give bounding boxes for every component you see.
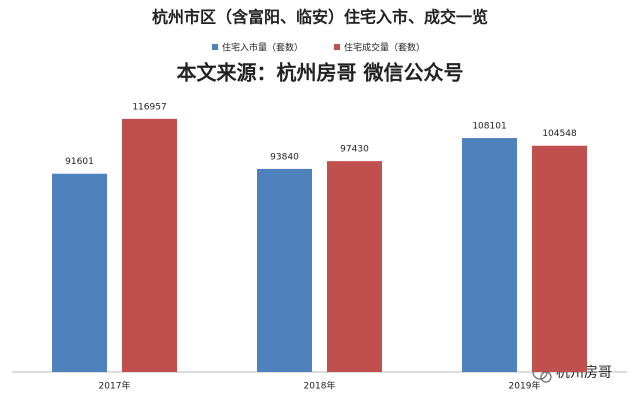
chart-title: 杭州市区（含富阳、临安）住宅入市、成交一览 xyxy=(152,8,488,27)
legend-swatch xyxy=(212,44,218,50)
data-label: 104548 xyxy=(542,129,577,139)
data-label: 93840 xyxy=(270,152,299,162)
legend-label: 住宅成交量（套数） xyxy=(344,42,425,54)
bar xyxy=(122,118,177,372)
data-label: 116957 xyxy=(132,102,166,112)
legend-label: 住宅入市量（套数） xyxy=(222,42,303,54)
legend: 住宅入市量（套数） 住宅成交量（套数） xyxy=(212,42,425,54)
data-label: 97430 xyxy=(340,145,369,155)
x-tick-label: 2018年 xyxy=(304,380,336,392)
x-tick-label: 2017年 xyxy=(99,380,131,392)
bar xyxy=(327,161,382,372)
bar xyxy=(52,173,107,372)
data-label: 108101 xyxy=(472,122,506,132)
data-label: 91601 xyxy=(65,157,94,167)
bar xyxy=(257,168,312,372)
bar xyxy=(462,138,517,372)
legend-swatch xyxy=(334,44,340,50)
x-tick-label: 2019年 xyxy=(509,380,541,392)
bar xyxy=(532,145,587,372)
chart-subtitle: 本文来源：杭州房哥 微信公众号 xyxy=(177,61,464,85)
